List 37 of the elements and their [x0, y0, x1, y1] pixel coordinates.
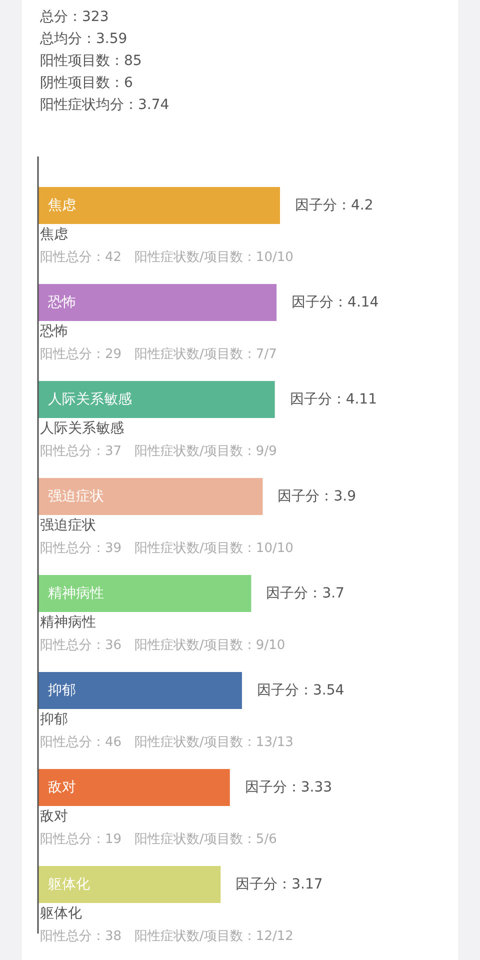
data-label: 因子分：4.2: [295, 198, 374, 214]
bar: [38, 187, 280, 224]
text: 总均分：3.59: [39, 31, 128, 47]
bar: [38, 866, 221, 903]
y-tick-label: 躯体化: [48, 876, 90, 892]
annotation: 阳性总分：38 阳性症状数/项目数：12/12: [40, 929, 294, 944]
y-tick-label: 恐怖: [47, 294, 76, 310]
text: 阴性项目数：6: [40, 75, 133, 91]
y-tick-label: 抑郁: [48, 682, 76, 698]
y-tick-label: 焦虑: [48, 198, 76, 214]
data-label: 因子分：3.7: [266, 586, 344, 602]
y-tick-label: 精神病性: [48, 586, 104, 602]
bar: [38, 575, 252, 612]
text: 总分：323: [39, 9, 109, 25]
bar: [38, 381, 275, 418]
annotation: 阳性总分：39 阳性症状数/项目数：10/10: [40, 541, 294, 556]
bar: [38, 769, 230, 806]
bar: [38, 478, 263, 515]
y-tick-label: 强迫症状: [48, 488, 104, 504]
text: 阳性症状均分：3.74: [40, 97, 170, 113]
data-label: 因子分：4.11: [290, 392, 377, 408]
text: 阳性项目数：85: [40, 53, 142, 69]
y-tick-label: 人际关系敏感: [48, 392, 132, 408]
data-label: 因子分：3.9: [278, 488, 356, 504]
annotation: 阳性总分：36 阳性症状数/项目数：9/10: [40, 638, 286, 653]
annotation: 阳性总分：42 阳性症状数/项目数：10/10: [40, 250, 294, 265]
y-tick-label: 敌对: [48, 780, 76, 796]
annotation: 阳性总分：19 阳性症状数/项目数：5/6: [40, 832, 277, 847]
bar: [38, 672, 242, 709]
data-label: 因子分：4.14: [292, 294, 379, 310]
data-label: 因子分：3.17: [236, 876, 323, 892]
annotation: 阳性总分：29 阳性症状数/项目数：7/7: [40, 347, 277, 362]
data-label: 因子分：3.54: [256, 682, 344, 698]
annotation: 阳性总分：46 阳性症状数/项目数：13/13: [40, 735, 294, 750]
annotation: 阳性总分：37 阳性症状数/项目数：9/9: [40, 444, 277, 459]
data-label: 因子分：3.33: [244, 780, 332, 796]
bar: [38, 284, 277, 321]
